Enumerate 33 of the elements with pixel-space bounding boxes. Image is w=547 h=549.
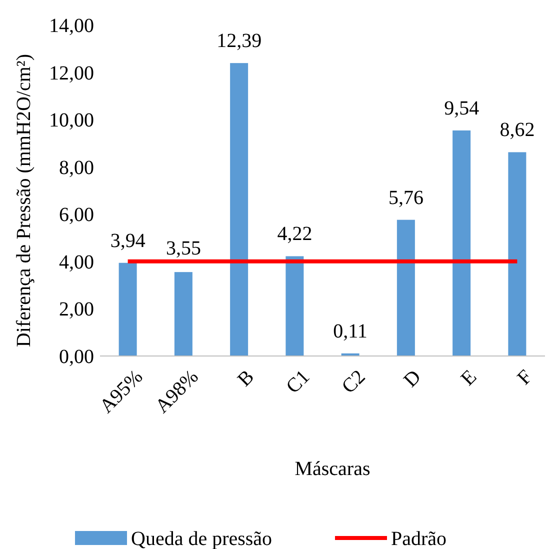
y-tick-label: 4,00	[59, 251, 94, 274]
x-tick-label: E	[456, 366, 481, 390]
bar	[174, 272, 192, 356]
bar	[118, 262, 137, 356]
y-tick-label: 10,00	[49, 110, 94, 132]
x-tick-label: C2	[338, 366, 370, 398]
data-label: 3,94	[110, 230, 146, 252]
y-tick-label: 2,00	[59, 298, 94, 321]
bar	[286, 256, 304, 356]
data-label: 4,22	[277, 223, 312, 246]
bar	[230, 63, 248, 356]
bar	[452, 130, 471, 356]
data-label: 8,62	[500, 119, 535, 142]
x-tick-label: D	[400, 366, 426, 392]
x-tick-label: C1	[282, 366, 314, 398]
y-axis-title: Diferença de Pressão (mmH2O/cm²)	[13, 54, 35, 348]
x-tick-label: F	[513, 366, 537, 390]
bar	[396, 220, 415, 356]
x-axis-title: Máscaras	[294, 458, 370, 480]
y-tick-label: 14,00	[49, 15, 94, 37]
y-tick-label: 6,00	[59, 204, 94, 226]
data-label: 9,54	[444, 97, 480, 120]
legend-label: Padrão	[391, 528, 447, 549]
bar	[508, 152, 526, 356]
legend-label: Queda de pressão	[131, 528, 272, 549]
data-label: 5,76	[388, 186, 424, 209]
y-tick-label: 0,00	[59, 346, 94, 368]
x-tick-label: B	[234, 366, 258, 391]
data-label: 12,39	[216, 30, 262, 52]
data-label: 3,55	[166, 237, 201, 260]
y-tick-label: 12,00	[49, 62, 94, 84]
data-label: 0,11	[333, 320, 368, 342]
y-tick-label: 8,00	[59, 156, 94, 179]
